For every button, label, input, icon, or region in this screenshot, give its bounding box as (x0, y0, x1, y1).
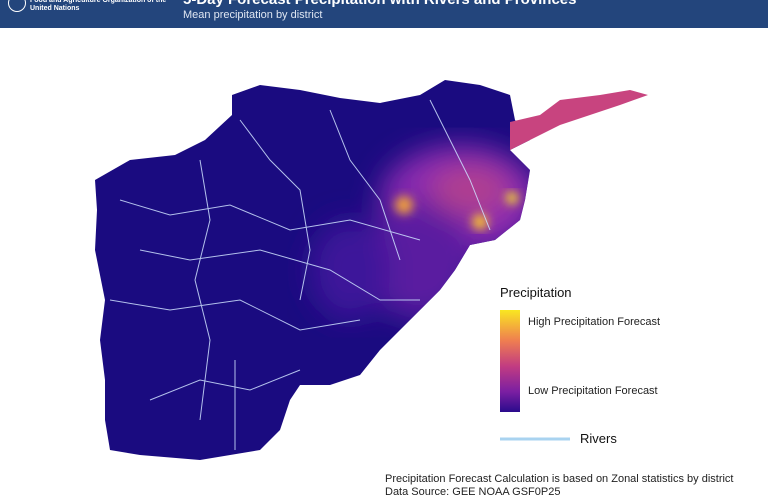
header: Food and Agriculture Organization of the… (0, 0, 768, 28)
legend-rivers: Rivers (580, 431, 617, 446)
organization: Food and Agriculture Organization of the… (30, 0, 167, 12)
legend-high: High Precipitation Forecast (528, 316, 660, 328)
title: 5-Day Forecast Precipitation with Rivers… (183, 0, 576, 8)
legend-low: Low Precipitation Forecast (528, 385, 658, 397)
data-source: Data Source: GEE NOAA GSF0P25 (385, 486, 561, 498)
wakhan-corridor (510, 90, 648, 150)
color-bar (500, 310, 520, 412)
footnote: Precipitation Forecast Calculation is ba… (385, 473, 734, 485)
legend-title: Precipitation (500, 285, 572, 300)
subtitle: Mean precipitation by district (183, 9, 323, 21)
country-fill (95, 80, 530, 460)
